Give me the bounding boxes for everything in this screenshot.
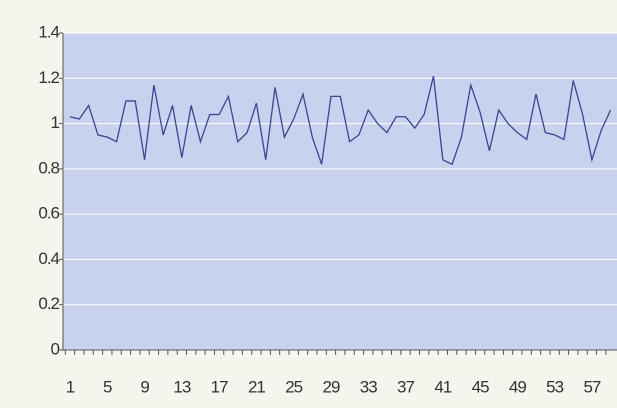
y-tick-label: 0.6 <box>38 204 59 223</box>
y-tick-label: 0 <box>51 339 60 358</box>
x-tick-label: 53 <box>546 377 563 396</box>
x-tick-label: 13 <box>173 377 190 396</box>
x-tick-label: 37 <box>397 377 414 396</box>
y-tick-label: 0.4 <box>38 249 59 268</box>
x-tick-label: 17 <box>211 377 228 396</box>
x-tick-label: 33 <box>360 377 377 396</box>
y-tick-label: 1.2 <box>38 68 59 87</box>
x-tick-label: 41 <box>434 377 451 396</box>
x-tick-label: 21 <box>248 377 265 396</box>
x-tick-label: 1 <box>66 377 75 396</box>
x-tick-label: 9 <box>140 377 149 396</box>
y-tick-label: 0.8 <box>38 158 59 177</box>
y-tick-label: 1 <box>51 113 60 132</box>
plot-area <box>63 33 617 350</box>
x-tick-label: 25 <box>285 377 302 396</box>
y-tick-label: 1.4 <box>38 22 59 41</box>
x-tick-label: 29 <box>322 377 339 396</box>
x-tick-label: 5 <box>103 377 112 396</box>
chart: 0 0.2 0.4 0.6 0.8 1 1.2 1.4 1 5 9 13 17 21 25 29 33 37 41 4… <box>0 0 617 408</box>
x-tick-label: 45 <box>472 377 489 396</box>
x-tick-label: 57 <box>583 377 600 396</box>
y-tick-label: 0.2 <box>38 294 59 313</box>
x-tick-label: 49 <box>509 377 526 396</box>
